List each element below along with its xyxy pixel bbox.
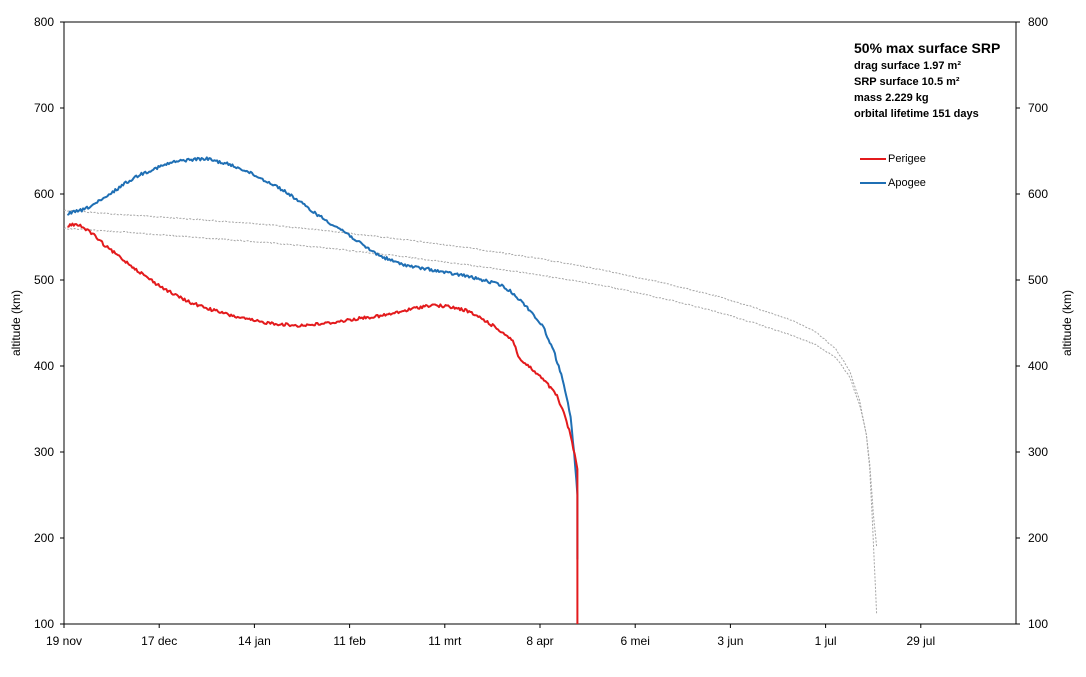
y-tick-label: 600 xyxy=(1028,187,1048,201)
y-tick-label: 700 xyxy=(1028,101,1048,115)
legend-label-apogee: Apogee xyxy=(888,177,926,189)
y-tick-label: 600 xyxy=(34,187,54,201)
x-tick-label: 17 dec xyxy=(141,634,177,648)
y-tick-label: 500 xyxy=(1028,273,1048,287)
y-tick-label: 400 xyxy=(34,359,54,373)
legend-label-perigee: Perigee xyxy=(888,153,926,165)
legend-item-apogee: Apogee xyxy=(860,171,926,195)
chart-annotation: 50% max surface SRP drag surface 1.97 m²… xyxy=(854,38,1000,122)
y-tick-label: 100 xyxy=(1028,617,1048,631)
y-tick-label: 700 xyxy=(34,101,54,115)
legend-swatch-perigee xyxy=(860,158,886,160)
y-tick-label: 800 xyxy=(34,15,54,29)
y-tick-label: 300 xyxy=(1028,445,1048,459)
reference-line-3 xyxy=(63,227,878,547)
y-tick-label: 300 xyxy=(34,445,54,459)
y-tick-label: 100 xyxy=(34,617,54,631)
x-tick-label: 14 jan xyxy=(238,634,271,648)
series-line-perigee xyxy=(67,222,579,624)
annotation-line: SRP surface 10.5 m² xyxy=(854,76,960,88)
annotation-line: mass 2.229 kg xyxy=(854,92,929,104)
reference-line-2 xyxy=(63,209,878,614)
x-tick-label: 3 jun xyxy=(717,634,743,648)
y-axis-title-right: altitude (km) xyxy=(1060,290,1074,356)
x-tick-label: 11 feb xyxy=(333,634,366,648)
annotation-line: orbital lifetime 151 days xyxy=(854,108,979,120)
annotation-line: drag surface 1.97 m² xyxy=(854,60,961,72)
y-tick-label: 400 xyxy=(1028,359,1048,373)
x-tick-label: 6 mei xyxy=(621,634,650,648)
legend-item-perigee: Perigee xyxy=(860,147,926,171)
x-ticks: 19 nov 17 dec 14 jan 11 feb 11 mrt 8 apr 6 mei… xyxy=(46,624,935,648)
series-layer xyxy=(63,156,878,624)
legend-swatch-apogee xyxy=(860,182,886,184)
x-tick-label: 8 apr xyxy=(526,634,553,648)
x-tick-label: 29 jul xyxy=(906,634,935,648)
y-axis-title-left: altitude (km) xyxy=(9,290,23,356)
y-tick-label: 800 xyxy=(1028,15,1048,29)
x-tick-label: 19 nov xyxy=(46,634,82,648)
y-ticks-right: 100 200 300 400 500 600 700 800 xyxy=(1016,15,1048,631)
x-tick-label: 11 mrt xyxy=(428,634,462,648)
y-tick-label: 200 xyxy=(34,531,54,545)
x-tick-label: 1 jul xyxy=(815,634,837,648)
annotation-title: 50% max surface SRP xyxy=(854,40,1001,56)
y-ticks-left: 100 200 300 400 500 600 700 800 xyxy=(34,15,64,631)
series-line-apogee xyxy=(66,156,579,560)
y-tick-label: 500 xyxy=(34,273,54,287)
chart-legend: Perigee Apogee xyxy=(860,147,926,195)
y-tick-label: 200 xyxy=(1028,531,1048,545)
